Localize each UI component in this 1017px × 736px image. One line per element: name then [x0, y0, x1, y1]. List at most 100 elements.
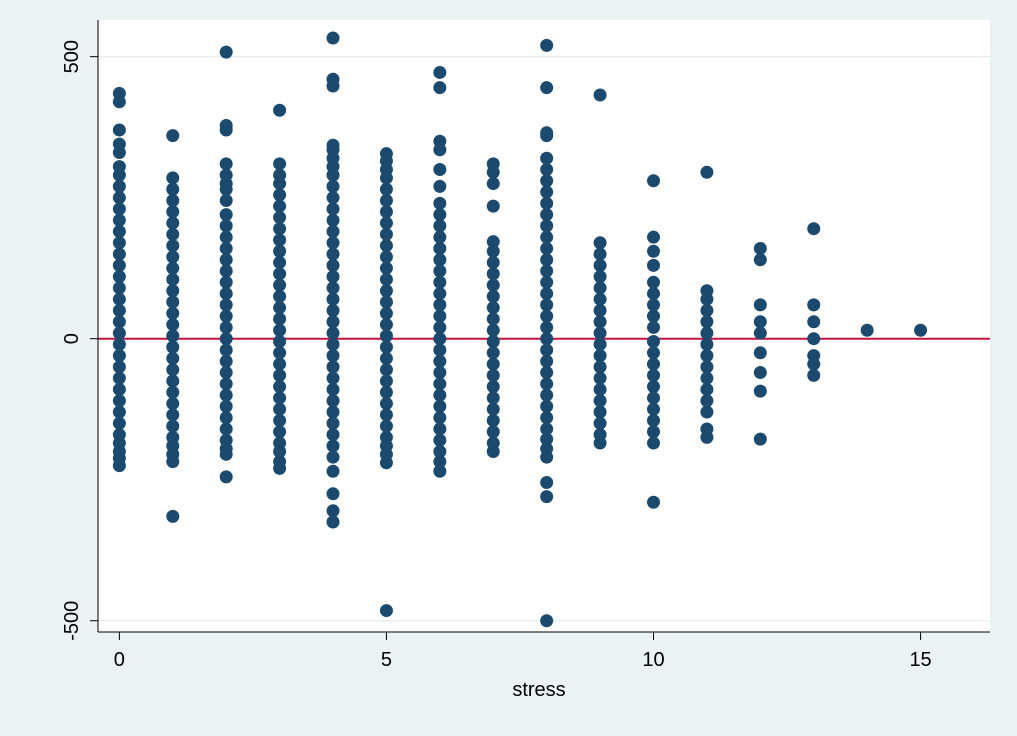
data-point: [112, 394, 126, 408]
data-point: [379, 272, 393, 286]
data-point: [219, 118, 233, 132]
data-point: [433, 275, 447, 289]
data-point: [593, 326, 607, 340]
data-point: [646, 230, 660, 244]
data-point: [112, 337, 126, 351]
data-point: [433, 332, 447, 346]
data-point: [646, 368, 660, 382]
data-point: [540, 399, 554, 413]
data-point: [860, 323, 874, 337]
data-point: [540, 442, 554, 456]
data-point: [646, 275, 660, 289]
data-point: [433, 196, 447, 210]
data-point: [646, 436, 660, 450]
data-point: [540, 332, 554, 346]
data-point: [326, 292, 340, 306]
data-point: [379, 329, 393, 343]
data-point: [700, 360, 714, 374]
data-point: [326, 360, 340, 374]
data-point: [433, 422, 447, 436]
data-point: [273, 157, 287, 171]
data-point: [433, 433, 447, 447]
data-point: [166, 408, 180, 422]
data-point: [326, 138, 340, 152]
data-point: [646, 402, 660, 416]
data-point: [379, 397, 393, 411]
data-point: [753, 253, 767, 267]
x-tick-label: 5: [381, 649, 392, 671]
data-point: [593, 303, 607, 317]
data-point: [219, 320, 233, 334]
data-point: [433, 208, 447, 222]
data-point: [646, 335, 660, 349]
data-point: [540, 219, 554, 233]
data-point: [540, 208, 554, 222]
data-point: [540, 432, 554, 446]
x-tick-label: 15: [909, 649, 931, 671]
data-point: [326, 31, 340, 45]
data-point: [166, 430, 180, 444]
data-point: [379, 284, 393, 298]
data-point: [326, 247, 340, 261]
data-point: [379, 419, 393, 433]
data-point: [486, 235, 500, 249]
data-point: [112, 281, 126, 295]
data-point: [273, 368, 287, 382]
data-point: [166, 329, 180, 343]
data-point: [433, 377, 447, 391]
y-tick-label: 0: [61, 333, 83, 344]
data-point: [273, 357, 287, 371]
data-point: [646, 425, 660, 439]
data-point: [166, 129, 180, 143]
data-point: [326, 270, 340, 284]
data-point: [326, 258, 340, 272]
data-point: [646, 244, 660, 258]
data-point: [593, 315, 607, 329]
data-point: [112, 428, 126, 442]
data-point: [112, 258, 126, 272]
data-point: [166, 284, 180, 298]
data-point: [540, 174, 554, 188]
data-point: [273, 256, 287, 270]
data-point: [700, 303, 714, 317]
data-point: [646, 287, 660, 301]
data-point: [486, 413, 500, 427]
data-point: [379, 205, 393, 219]
data-point: [540, 377, 554, 391]
data-point: [433, 81, 447, 95]
data-point: [112, 202, 126, 216]
data-point: [486, 289, 500, 303]
y-tick-label: 500: [61, 40, 83, 73]
data-point: [326, 439, 340, 453]
data-point: [433, 388, 447, 402]
data-point: [326, 72, 340, 86]
data-point: [540, 287, 554, 301]
data-point: [540, 275, 554, 289]
data-point: [433, 65, 447, 79]
data-point: [646, 357, 660, 371]
data-point: [753, 298, 767, 312]
data-point: [219, 193, 233, 207]
data-point: [700, 349, 714, 363]
data-point: [273, 267, 287, 281]
data-point: [540, 253, 554, 267]
data-point: [219, 45, 233, 59]
data-point: [379, 261, 393, 275]
data-point: [166, 363, 180, 377]
data-point: [326, 487, 340, 501]
data-point: [486, 177, 500, 191]
data-point: [540, 354, 554, 368]
data-point: [273, 233, 287, 247]
data-point: [166, 261, 180, 275]
data-point: [379, 227, 393, 241]
data-point: [326, 281, 340, 295]
data-point: [540, 614, 554, 628]
data-point: [540, 151, 554, 165]
data-point: [593, 405, 607, 419]
data-point: [273, 168, 287, 182]
data-point: [646, 413, 660, 427]
data-point: [379, 340, 393, 354]
data-point: [540, 230, 554, 244]
data-point: [166, 239, 180, 253]
